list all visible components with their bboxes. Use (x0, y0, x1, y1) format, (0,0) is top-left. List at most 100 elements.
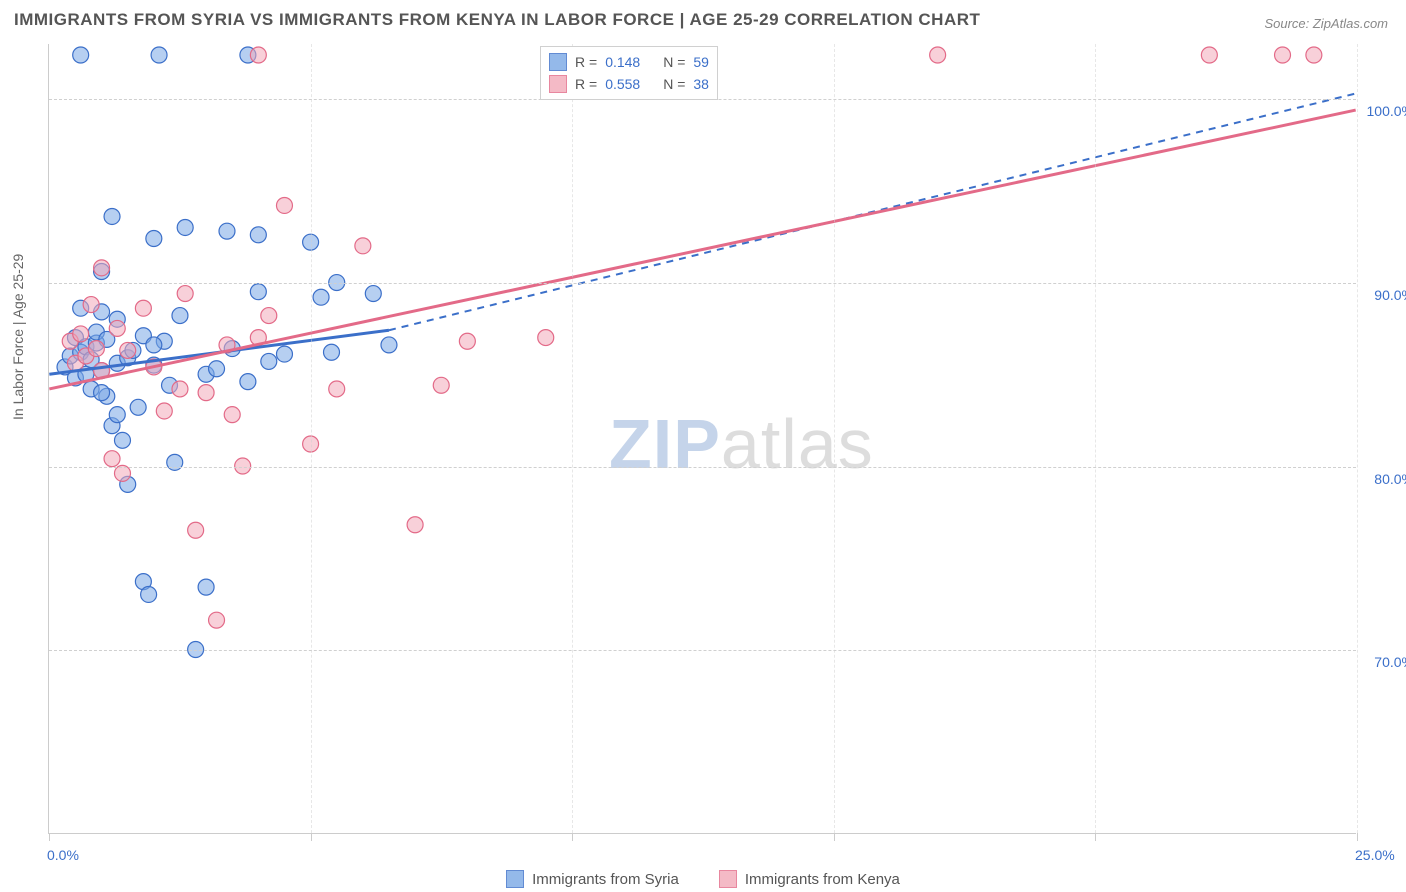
legend-swatch (549, 53, 567, 71)
series-legend-item: Immigrants from Kenya (719, 870, 900, 888)
legend-r-value: 0.148 (605, 54, 655, 70)
data-point (177, 286, 193, 302)
gridline-v (834, 44, 835, 833)
data-point (1201, 47, 1217, 63)
data-point (141, 586, 157, 602)
gridline-v (572, 44, 573, 833)
x-tick (1095, 833, 1096, 841)
data-point (151, 47, 167, 63)
data-point (198, 579, 214, 595)
data-point (407, 517, 423, 533)
y-tick-label: 70.0% (1374, 654, 1406, 670)
data-point (261, 308, 277, 324)
data-point (130, 399, 146, 415)
data-point (930, 47, 946, 63)
data-point (167, 454, 183, 470)
x-tick (572, 833, 573, 841)
x-tick (311, 833, 312, 841)
data-point (219, 223, 235, 239)
data-point (104, 451, 120, 467)
data-point (88, 341, 104, 357)
data-point (120, 342, 136, 358)
series-legend: Immigrants from Syria Immigrants from Ken… (0, 870, 1406, 888)
x-tick (834, 833, 835, 841)
data-point (172, 308, 188, 324)
y-axis-title: In Labor Force | Age 25-29 (10, 254, 26, 420)
gridline-v (1095, 44, 1096, 833)
gridline-h (49, 283, 1356, 284)
data-point (109, 407, 125, 423)
data-point (1275, 47, 1291, 63)
correlation-legend: R = 0.148 N = 59 R = 0.558 N = 38 (540, 46, 718, 100)
x-tick (1357, 833, 1358, 841)
page-title: IMMIGRANTS FROM SYRIA VS IMMIGRANTS FROM… (14, 10, 980, 30)
data-point (329, 381, 345, 397)
data-point (83, 297, 99, 313)
data-point (250, 284, 266, 300)
data-point (250, 47, 266, 63)
data-point (209, 612, 225, 628)
series-name: Immigrants from Kenya (745, 871, 900, 888)
legend-n-value: 59 (693, 54, 709, 70)
y-tick-label: 90.0% (1374, 287, 1406, 303)
legend-n-label: N = (663, 54, 685, 70)
data-point (109, 320, 125, 336)
data-point (209, 361, 225, 377)
plot-svg (49, 44, 1356, 833)
data-point (433, 377, 449, 393)
legend-swatch (719, 870, 737, 888)
data-point (240, 374, 256, 390)
x-tick-label: 25.0% (1355, 847, 1395, 863)
data-point (114, 465, 130, 481)
x-tick (49, 833, 50, 841)
data-point (538, 330, 554, 346)
data-point (1306, 47, 1322, 63)
data-point (114, 432, 130, 448)
data-point (94, 260, 110, 276)
legend-r-label: R = (575, 76, 597, 92)
data-point (104, 208, 120, 224)
series-name: Immigrants from Syria (532, 871, 679, 888)
data-point (381, 337, 397, 353)
data-point (146, 337, 162, 353)
series-legend-item: Immigrants from Syria (506, 870, 679, 888)
data-point (73, 47, 89, 63)
data-point (156, 403, 172, 419)
legend-r-label: R = (575, 54, 597, 70)
legend-swatch (506, 870, 524, 888)
y-tick-label: 100.0% (1367, 103, 1406, 119)
data-point (276, 197, 292, 213)
data-point (313, 289, 329, 305)
data-point (94, 385, 110, 401)
data-point (276, 346, 292, 362)
data-point (135, 300, 151, 316)
data-point (261, 353, 277, 369)
data-point (324, 344, 340, 360)
legend-swatch (549, 75, 567, 93)
data-point (250, 227, 266, 243)
gridline-h (49, 650, 1356, 651)
data-point (355, 238, 371, 254)
data-point (172, 381, 188, 397)
gridline-v (1357, 44, 1358, 833)
gridline-v (311, 44, 312, 833)
x-tick-label: 0.0% (47, 847, 79, 863)
trend-line (49, 110, 1355, 389)
data-point (224, 407, 240, 423)
legend-row: R = 0.148 N = 59 (549, 51, 709, 73)
scatter-plot: ZIPatlas 70.0%80.0%90.0%100.0%0.0%25.0% (48, 44, 1356, 834)
gridline-h (49, 467, 1356, 468)
legend-n-value: 38 (693, 76, 709, 92)
data-point (146, 231, 162, 247)
legend-n-label: N = (663, 76, 685, 92)
data-point (365, 286, 381, 302)
data-point (459, 333, 475, 349)
legend-r-value: 0.558 (605, 76, 655, 92)
legend-row: R = 0.558 N = 38 (549, 73, 709, 95)
y-tick-label: 80.0% (1374, 471, 1406, 487)
data-point (188, 522, 204, 538)
source-attribution: Source: ZipAtlas.com (1264, 16, 1388, 31)
data-point (177, 219, 193, 235)
data-point (198, 385, 214, 401)
data-point (73, 326, 89, 342)
